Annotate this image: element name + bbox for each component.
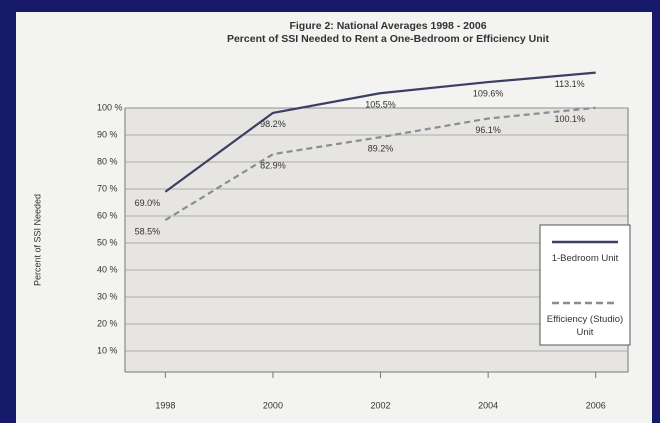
y-tick-label: 100 % (97, 102, 123, 112)
y-tick-label: 80 % (97, 156, 118, 166)
data-label: 98.2% (260, 119, 286, 129)
data-label: 58.5% (135, 226, 161, 236)
legend-label: 1-Bedroom Unit (551, 253, 619, 264)
y-tick-label: 50 % (97, 237, 118, 247)
data-label: 109.6% (473, 88, 504, 98)
data-label: 69.0% (135, 198, 161, 208)
data-label: 113.1% (555, 79, 585, 89)
y-tick-label: 30 % (97, 291, 118, 301)
legend-box (539, 224, 631, 346)
y-tick-label: 90 % (97, 129, 118, 139)
x-tick-label: 2004 (478, 400, 498, 410)
chart-title: Figure 2: National Averages 1998 - 2006 (289, 20, 486, 32)
x-tick-label: 1998 (155, 400, 175, 410)
y-tick-label: 20 % (97, 318, 118, 328)
chart-subtitle: Percent of SSI Needed to Rent a One-Bedr… (227, 33, 550, 45)
data-label: 89.2% (368, 144, 394, 154)
y-axis-label: Percent of SSI Needed (32, 194, 42, 286)
x-tick-label: 2000 (263, 400, 283, 410)
data-label: 82.9% (260, 161, 286, 171)
series-line (164, 71, 596, 193)
x-tick-label: 2002 (371, 400, 391, 410)
y-tick-label: 70 % (97, 183, 118, 193)
data-label: 100.1% (554, 114, 585, 124)
data-label: 96.1% (475, 125, 501, 135)
y-tick-label: 60 % (97, 210, 118, 220)
series-line (164, 106, 596, 221)
x-tick-label: 2006 (586, 400, 606, 410)
legend-label: Efficiency (Studio) Unit (546, 314, 624, 338)
y-tick-label: 10 % (97, 345, 118, 355)
y-tick-label: 40 % (97, 264, 118, 274)
data-label: 105.5% (365, 100, 396, 110)
